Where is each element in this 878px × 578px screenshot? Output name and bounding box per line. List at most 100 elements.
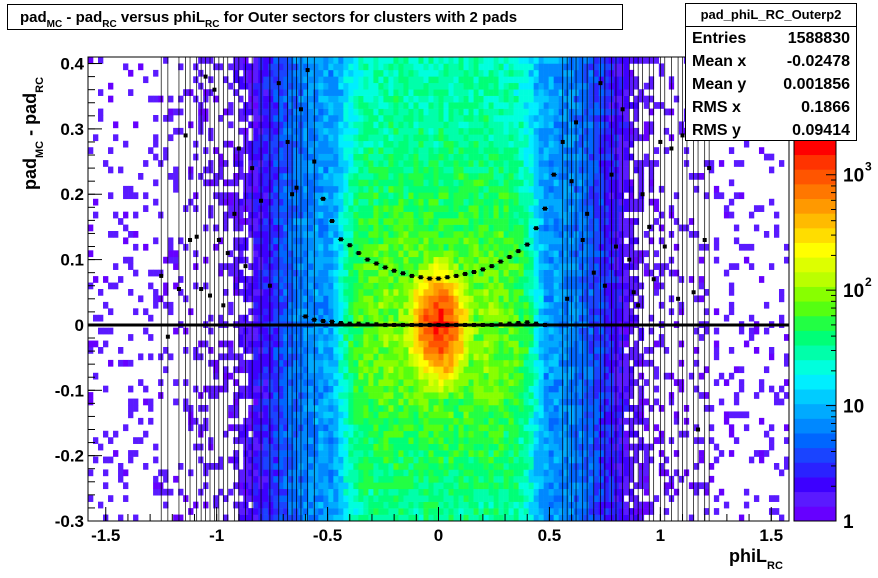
heatmap-cell	[408, 276, 414, 283]
heatmap-cell	[478, 256, 484, 264]
heatmap-cell	[383, 456, 389, 464]
heatmap-cell	[448, 82, 454, 90]
heatmap-cell	[238, 514, 244, 522]
heatmap-cell	[278, 153, 284, 161]
heatmap-cell	[538, 127, 544, 135]
heatmap-cell	[508, 121, 514, 129]
heatmap-cell	[443, 224, 449, 232]
heatmap-cell	[363, 185, 369, 193]
heatmap-cell	[538, 430, 544, 438]
heatmap-cell	[358, 179, 364, 187]
heatmap-cell	[513, 231, 519, 238]
heatmap-cell	[468, 185, 474, 193]
heatmap-cell	[528, 308, 534, 316]
heatmap-cell	[153, 134, 159, 142]
heatmap-cell	[173, 108, 179, 116]
heatmap-cell	[428, 508, 434, 515]
heatmap-cell	[448, 166, 454, 174]
heatmap-cell	[88, 495, 94, 502]
heatmap-cell	[543, 340, 549, 348]
heatmap-cell	[233, 173, 239, 180]
heatmap-cell	[473, 334, 479, 341]
heatmap-cell	[338, 450, 344, 457]
heatmap-cell	[248, 198, 254, 206]
heatmap-cell	[448, 243, 454, 251]
heatmap-cell	[313, 295, 319, 303]
heatmap-cell	[443, 327, 449, 335]
heatmap-cell	[398, 224, 404, 232]
heatmap-cell	[128, 456, 134, 464]
heatmap-cell	[453, 198, 459, 206]
heatmap-cell	[548, 95, 554, 103]
heatmap-cell	[293, 173, 299, 180]
heatmap-cell	[543, 127, 549, 135]
heatmap-cell	[478, 495, 484, 502]
heatmap-cell	[488, 463, 494, 470]
heatmap-cell	[528, 89, 534, 96]
heatmap-cell	[288, 140, 294, 148]
heatmap-cell	[418, 463, 424, 470]
heatmap-cell	[518, 488, 524, 496]
heatmap-cell	[393, 95, 399, 103]
heatmap-cell	[308, 127, 314, 135]
heatmap-cell	[413, 134, 419, 142]
heatmap-cell	[233, 289, 239, 296]
heatmap-cell	[283, 102, 289, 109]
heatmap-cell	[348, 289, 354, 296]
heatmap-cell	[293, 205, 299, 212]
heatmap-cell	[328, 276, 334, 283]
heatmap-cell	[438, 463, 444, 470]
heatmap-cell	[463, 69, 469, 77]
heatmap-cell	[238, 359, 244, 367]
heatmap-cell	[438, 115, 444, 122]
heatmap-cell	[413, 308, 419, 316]
heatmap-cell	[308, 301, 314, 309]
heatmap-cell	[328, 295, 334, 303]
heatmap-cell	[413, 211, 419, 219]
heatmap-cell	[463, 185, 469, 193]
heatmap-cell	[538, 443, 544, 451]
heatmap-cell	[373, 417, 379, 425]
heatmap-cell	[533, 392, 539, 399]
heatmap-cell	[553, 166, 559, 174]
heatmap-cell	[498, 82, 504, 90]
heatmap-cell	[168, 488, 174, 496]
heatmap-cell	[283, 398, 289, 406]
heatmap-cell	[243, 289, 249, 296]
heatmap-cell	[243, 475, 249, 483]
heatmap-cell	[438, 482, 444, 490]
heatmap-cell	[428, 76, 434, 84]
heatmap-cell	[313, 340, 319, 348]
heatmap-cell	[353, 192, 359, 200]
heatmap-cell	[423, 469, 429, 477]
heatmap-cell	[383, 495, 389, 502]
heatmap-cell	[313, 115, 319, 122]
heatmap-cell	[418, 385, 424, 393]
heatmap-cell	[463, 282, 469, 290]
heatmap-cell	[238, 237, 244, 245]
heatmap-cell	[363, 179, 369, 187]
heatmap-cell	[168, 108, 174, 116]
heatmap-cell	[478, 443, 484, 451]
heatmap-cell	[388, 192, 394, 200]
heatmap-cell	[293, 424, 299, 432]
heatmap-cell	[458, 243, 464, 251]
heatmap-cell	[468, 89, 474, 96]
heatmap-cell	[348, 495, 354, 502]
heatmap-cell	[553, 463, 559, 470]
heatmap-cell	[443, 314, 449, 322]
heatmap-cell	[93, 198, 99, 206]
heatmap-cell	[473, 243, 479, 251]
heatmap-cell	[103, 160, 109, 167]
heatmap-cell	[518, 508, 524, 515]
heatmap-cell	[518, 301, 524, 309]
heatmap-cell	[513, 173, 519, 180]
heatmap-cell	[548, 359, 554, 367]
heatmap-cell	[418, 237, 424, 245]
heatmap-cell	[318, 482, 324, 490]
heatmap-cell	[373, 173, 379, 180]
heatmap-cell	[293, 160, 299, 167]
heatmap-cell	[378, 192, 384, 200]
heatmap-cell	[433, 372, 439, 380]
heatmap-cell	[278, 340, 284, 348]
